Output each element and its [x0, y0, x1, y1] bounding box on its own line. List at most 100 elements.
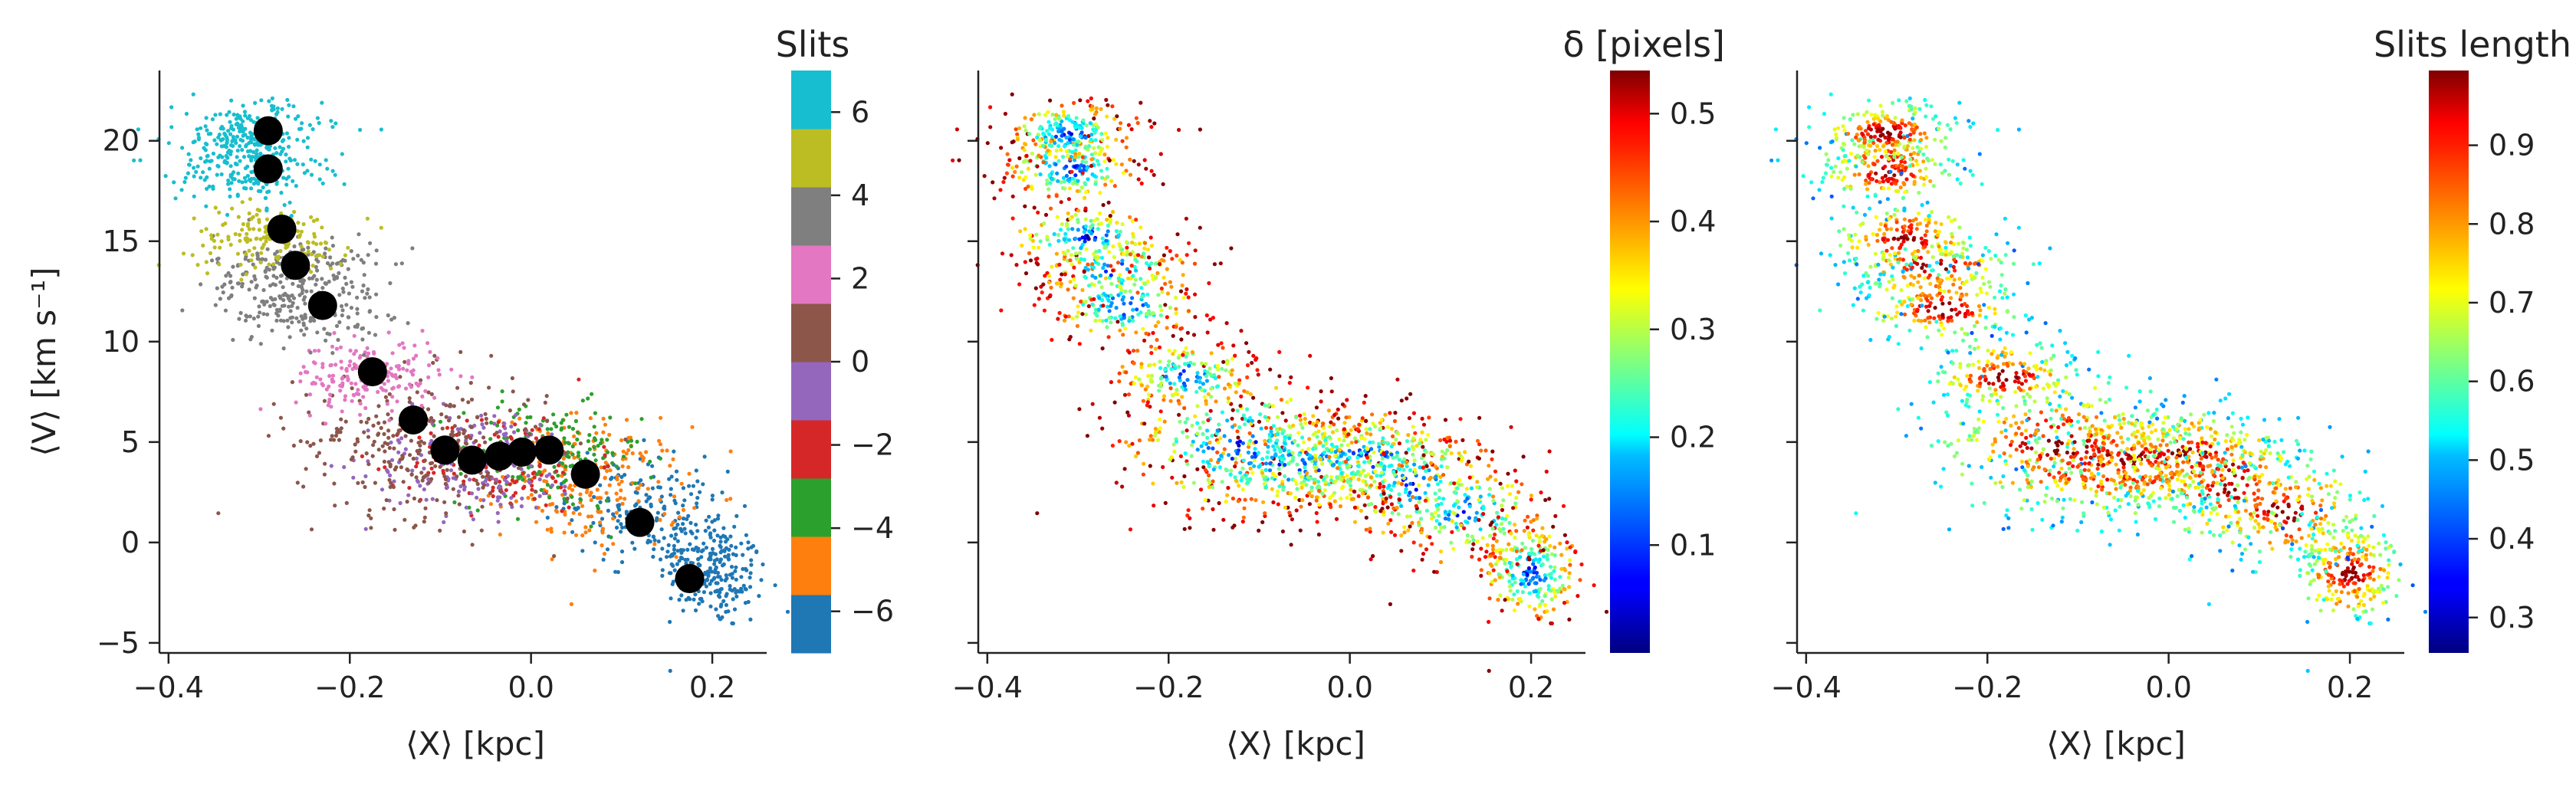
scatter-point — [456, 494, 461, 498]
scatter-point — [1139, 254, 1144, 259]
scatter-point — [695, 496, 700, 500]
scatter-point — [1418, 543, 1423, 548]
scatter-point — [238, 310, 243, 315]
scatter-point — [340, 376, 345, 380]
scatter-point — [592, 436, 597, 441]
scatter-point — [1280, 428, 1285, 432]
scatter-point — [368, 241, 373, 245]
scatter-point — [551, 412, 556, 417]
scatter-point — [1512, 608, 1517, 613]
scatter-point — [1341, 451, 1346, 456]
scatter-point — [1161, 182, 1165, 186]
scatter-point — [243, 179, 248, 184]
scatter-point — [692, 597, 696, 602]
scatter-point — [1378, 426, 1383, 431]
scatter-point — [1503, 561, 1507, 566]
scatter-point — [241, 130, 245, 134]
scatter-point — [1438, 479, 1443, 484]
scatter-point — [361, 395, 366, 399]
scatter-point — [614, 491, 619, 496]
scatter-point — [264, 146, 269, 150]
scatter-point — [1221, 517, 1226, 522]
scatter-point — [346, 315, 350, 320]
scatter-point — [580, 503, 585, 508]
scatter-point — [504, 488, 508, 493]
scatter-point — [468, 510, 473, 515]
scatter-point — [1488, 474, 1493, 479]
scatter-point — [1135, 290, 1140, 295]
scatter-point — [636, 486, 641, 490]
scatter-point — [1211, 316, 1215, 320]
scatter-point — [1457, 478, 1462, 483]
scatter-point — [399, 436, 404, 441]
scatter-point — [549, 526, 554, 531]
scatter-point — [350, 284, 355, 289]
scatter-point — [211, 151, 215, 156]
scatter-point — [343, 394, 348, 398]
scatter-point — [1141, 326, 1145, 331]
scatter-point — [1347, 448, 1352, 453]
scatter-point — [1542, 554, 1546, 559]
scatter-point — [1497, 575, 1502, 579]
scatter-point — [1163, 500, 1168, 506]
scatter-point — [419, 439, 424, 444]
scatter-point — [258, 260, 263, 264]
scatter-point — [439, 412, 444, 417]
scatter-point — [274, 318, 279, 323]
scatter-point — [400, 454, 405, 458]
scatter-point — [1323, 480, 1328, 484]
scatter-point — [1283, 435, 1288, 440]
scatter-point — [644, 493, 649, 497]
scatter-point — [1014, 263, 1019, 267]
scatter-point — [209, 233, 214, 238]
scatter-point — [320, 365, 325, 369]
scatter-point — [1356, 477, 1361, 482]
scatter-point — [353, 363, 358, 368]
scatter-point — [342, 182, 347, 186]
scatter-point — [1117, 371, 1122, 376]
scatter-point — [1463, 499, 1467, 503]
scatter-point — [616, 482, 622, 487]
scatter-point — [301, 323, 306, 327]
scatter-point — [1116, 261, 1121, 265]
scatter-point — [1209, 395, 1214, 399]
scatter-point — [340, 313, 344, 318]
scatter-point — [1568, 558, 1572, 562]
scatter-point — [656, 510, 660, 515]
scatter-point — [314, 454, 320, 459]
scatter-point — [605, 438, 610, 442]
scatter-point — [1090, 274, 1095, 278]
scatter-point — [1201, 431, 1205, 437]
colorbar-segment — [791, 71, 831, 130]
scatter-point — [1191, 362, 1197, 366]
scatter-point — [334, 362, 338, 367]
scatter-point — [1124, 370, 1129, 375]
mean-point — [507, 437, 537, 467]
scatter-point — [264, 239, 268, 244]
scatter-point — [235, 148, 240, 153]
scatter-point — [1162, 419, 1167, 424]
scatter-point — [228, 164, 233, 169]
scatter-point — [1165, 291, 1170, 296]
scatter-point — [1139, 365, 1144, 369]
scatter-point — [484, 416, 488, 421]
scatter-point — [1360, 416, 1365, 421]
scatter-point — [574, 411, 579, 415]
scatter-point — [294, 316, 299, 320]
scatter-point — [308, 319, 313, 323]
scatter-point — [658, 517, 662, 523]
scatter-point — [545, 418, 550, 424]
scatter-point — [365, 216, 370, 221]
scatter-point — [715, 557, 719, 562]
scatter-point — [564, 464, 568, 469]
scatter-point — [623, 437, 628, 442]
scatter-point — [509, 502, 514, 507]
scatter-point — [296, 221, 301, 225]
scatter-point — [385, 402, 389, 406]
scatter-point — [1083, 300, 1088, 304]
scatter-point — [1215, 367, 1221, 372]
scatter-point — [324, 241, 329, 245]
scatter-point — [179, 188, 184, 192]
scatter-point — [1070, 317, 1075, 321]
scatter-point — [1075, 314, 1079, 319]
